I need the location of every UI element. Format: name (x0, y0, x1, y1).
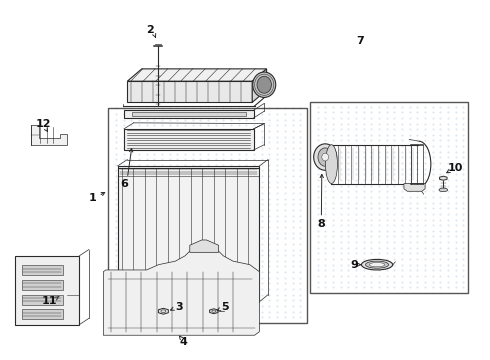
Polygon shape (118, 166, 259, 302)
Polygon shape (440, 176, 447, 180)
Polygon shape (132, 112, 246, 117)
Ellipse shape (253, 72, 276, 98)
Text: 9: 9 (350, 260, 358, 270)
Text: 3: 3 (175, 302, 183, 312)
Polygon shape (124, 110, 254, 118)
Bar (310, 102, 468, 293)
Bar (22, 310, 63, 319)
Ellipse shape (325, 145, 338, 184)
Polygon shape (124, 129, 254, 150)
Polygon shape (127, 69, 267, 81)
Text: 1: 1 (89, 193, 97, 203)
Polygon shape (210, 309, 218, 314)
Ellipse shape (439, 188, 448, 192)
Bar (22, 265, 63, 275)
Polygon shape (31, 125, 67, 145)
Bar (108, 108, 307, 323)
Text: 7: 7 (356, 36, 364, 46)
Text: 11: 11 (41, 296, 57, 306)
Text: 5: 5 (221, 302, 229, 312)
Polygon shape (404, 184, 425, 191)
Ellipse shape (257, 76, 271, 93)
Polygon shape (190, 240, 219, 252)
Text: 10: 10 (448, 163, 463, 173)
Ellipse shape (318, 148, 332, 166)
Ellipse shape (369, 262, 385, 267)
Ellipse shape (362, 259, 392, 270)
Polygon shape (158, 308, 169, 314)
Polygon shape (103, 245, 259, 335)
Polygon shape (252, 69, 267, 102)
Ellipse shape (322, 153, 329, 161)
Polygon shape (127, 81, 252, 102)
Ellipse shape (314, 144, 337, 170)
Text: 12: 12 (36, 118, 51, 129)
Bar (22, 294, 63, 305)
Text: 2: 2 (146, 25, 154, 35)
Text: 6: 6 (120, 179, 128, 189)
Ellipse shape (366, 261, 389, 268)
Text: 8: 8 (317, 219, 325, 229)
Text: 4: 4 (180, 337, 188, 347)
Bar (22, 280, 63, 290)
Polygon shape (16, 256, 79, 325)
